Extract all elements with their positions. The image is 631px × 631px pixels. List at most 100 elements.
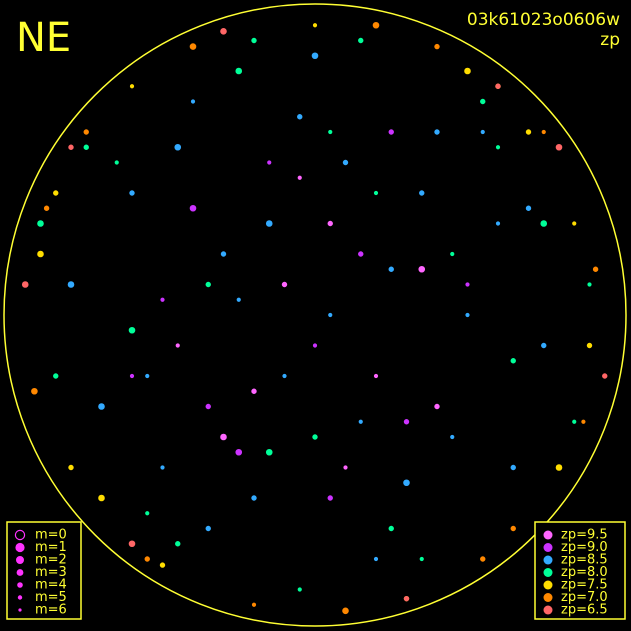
star-point bbox=[311, 52, 319, 60]
star-point bbox=[373, 556, 379, 562]
star-point bbox=[282, 373, 287, 379]
star-point bbox=[327, 495, 333, 501]
color-legend-symbol bbox=[543, 593, 553, 602]
star-point bbox=[251, 602, 257, 607]
size-legend-label: m=5 bbox=[35, 590, 67, 605]
star-point bbox=[297, 587, 302, 592]
star-point bbox=[235, 448, 243, 456]
star-point bbox=[128, 540, 136, 548]
star-point bbox=[510, 525, 516, 532]
color-legend-label: zp=7.5 bbox=[561, 578, 608, 593]
star-point bbox=[265, 448, 273, 456]
star-point bbox=[373, 190, 379, 196]
star-point bbox=[372, 21, 380, 29]
star-point bbox=[450, 434, 455, 440]
star-point bbox=[434, 43, 440, 50]
size-legend-label: m=2 bbox=[35, 553, 67, 568]
star-point bbox=[540, 220, 548, 227]
star-point bbox=[465, 282, 470, 287]
size-legend-symbol bbox=[15, 542, 25, 553]
star-point bbox=[525, 205, 532, 211]
star-point bbox=[495, 145, 501, 150]
star-point bbox=[235, 67, 243, 75]
star-point bbox=[495, 83, 501, 89]
star-point bbox=[160, 465, 165, 470]
star-point bbox=[480, 556, 486, 562]
star-point bbox=[236, 297, 241, 302]
star-point bbox=[358, 37, 364, 44]
star-point bbox=[572, 419, 577, 424]
star-point bbox=[114, 160, 119, 165]
sky-horizon bbox=[3, 3, 627, 627]
star-point bbox=[373, 373, 379, 379]
star-point bbox=[581, 419, 586, 424]
size-legend-symbol bbox=[17, 595, 23, 600]
star-point bbox=[592, 266, 599, 272]
color-legend-label: zp=8.5 bbox=[561, 553, 608, 568]
size-legend-symbol bbox=[14, 529, 26, 541]
star-point bbox=[68, 464, 74, 471]
star-point bbox=[21, 281, 29, 288]
star-point bbox=[328, 312, 333, 318]
star-point bbox=[555, 464, 563, 471]
star-point bbox=[342, 159, 349, 166]
star-point bbox=[83, 144, 89, 150]
star-point bbox=[541, 342, 547, 349]
star-point bbox=[388, 525, 394, 532]
star-point bbox=[510, 358, 516, 364]
size-legend-symbol bbox=[18, 608, 22, 612]
star-point bbox=[525, 129, 532, 135]
star-point bbox=[145, 373, 150, 379]
annotation: zp bbox=[600, 30, 620, 50]
star-point bbox=[510, 464, 516, 471]
star-point bbox=[388, 129, 394, 135]
star-point bbox=[265, 220, 273, 227]
star-point bbox=[281, 281, 288, 288]
star-point bbox=[189, 204, 197, 212]
star-point bbox=[403, 479, 410, 487]
star-point bbox=[403, 419, 410, 425]
star-point bbox=[342, 607, 349, 615]
star-point bbox=[297, 175, 302, 180]
star-point bbox=[37, 250, 44, 258]
star-point bbox=[205, 403, 211, 410]
star-point bbox=[205, 525, 211, 532]
star-point bbox=[587, 282, 592, 287]
size-legend-label: m=6 bbox=[35, 603, 67, 618]
size-legend-label: m=1 bbox=[35, 540, 67, 555]
star-point bbox=[495, 221, 501, 226]
star-point bbox=[388, 266, 394, 272]
star-point bbox=[129, 373, 135, 379]
color-legend-symbol bbox=[543, 555, 553, 565]
star-point bbox=[159, 562, 166, 568]
color-legend-symbol bbox=[543, 580, 553, 590]
star-point bbox=[465, 312, 470, 318]
color-legend-label: zp=7.0 bbox=[561, 590, 608, 605]
star-point bbox=[43, 205, 50, 211]
star-point bbox=[434, 403, 440, 410]
star-point bbox=[602, 373, 608, 379]
star-point bbox=[450, 251, 455, 257]
star-point bbox=[312, 23, 318, 28]
star-point bbox=[129, 190, 135, 196]
star-point bbox=[251, 495, 257, 501]
star-point bbox=[419, 190, 425, 196]
star-point bbox=[572, 221, 577, 226]
star-point bbox=[98, 403, 105, 410]
chart-subtitle: 03k61023o0606w bbox=[467, 10, 620, 30]
star-point bbox=[555, 143, 563, 151]
star-point bbox=[205, 281, 211, 288]
color-legend-symbol bbox=[543, 543, 553, 552]
color-legend-label: zp=6.5 bbox=[561, 603, 608, 618]
chart-title: NE bbox=[16, 15, 71, 61]
star-point bbox=[98, 494, 105, 502]
size-legend-label: m=0 bbox=[35, 528, 67, 543]
color-legend-symbol bbox=[543, 530, 553, 540]
size-legend-label: m=4 bbox=[35, 578, 67, 593]
star-point bbox=[297, 114, 303, 120]
star-point bbox=[175, 343, 180, 348]
star-point bbox=[251, 388, 257, 394]
